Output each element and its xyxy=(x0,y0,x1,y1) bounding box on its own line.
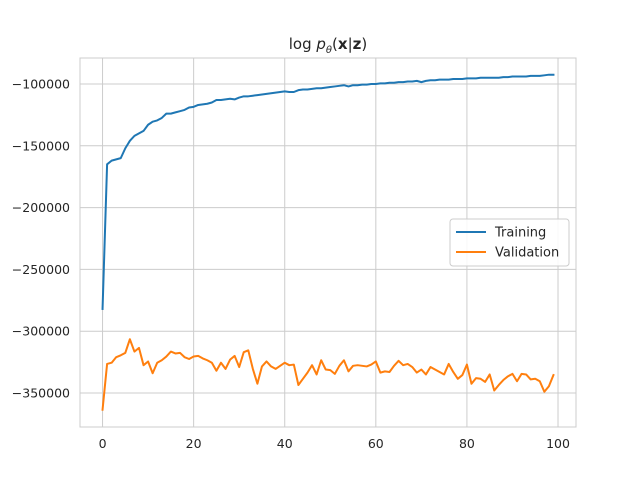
y-axis-ticks: −100000 −150000 −200000 −250000 −300000 −3500… xyxy=(12,76,70,400)
series-line-validation xyxy=(101,338,555,411)
chart-title: log pθ(x|z) xyxy=(289,35,368,56)
y-tick-label: −100000 xyxy=(12,76,70,91)
legend-label-validation: Validation xyxy=(495,246,559,261)
series-lines xyxy=(101,73,555,411)
y-tick-label: −300000 xyxy=(12,324,70,339)
title-theta: θ xyxy=(326,45,332,56)
title-p: p xyxy=(315,35,326,53)
legend-box xyxy=(449,218,570,267)
x-tick-label: 20 xyxy=(186,436,202,451)
title-close-paren: ) xyxy=(361,35,367,53)
title-z: z xyxy=(353,35,362,53)
x-tick-label: 60 xyxy=(368,436,384,451)
x-axis-ticks: 0 20 40 60 80 100 xyxy=(99,436,570,451)
y-tick-label: −350000 xyxy=(12,386,70,401)
x-tick-label: 80 xyxy=(459,436,475,451)
title-open-paren: ( xyxy=(332,35,338,53)
x-tick-label: 100 xyxy=(546,436,570,451)
title-x: x xyxy=(338,35,348,53)
y-tick-label: −250000 xyxy=(12,262,70,277)
legend-label-training: Training xyxy=(494,226,546,241)
title-bar: | xyxy=(348,35,353,53)
x-tick-label: 0 xyxy=(99,436,107,451)
series-line-training xyxy=(101,73,555,310)
y-tick-label: −200000 xyxy=(12,200,70,215)
y-tick-label: −150000 xyxy=(12,138,70,153)
legend: Training Validation xyxy=(449,218,570,267)
title-log: log xyxy=(289,35,317,53)
plot-frame xyxy=(79,57,577,428)
x-tick-label: 40 xyxy=(277,436,293,451)
